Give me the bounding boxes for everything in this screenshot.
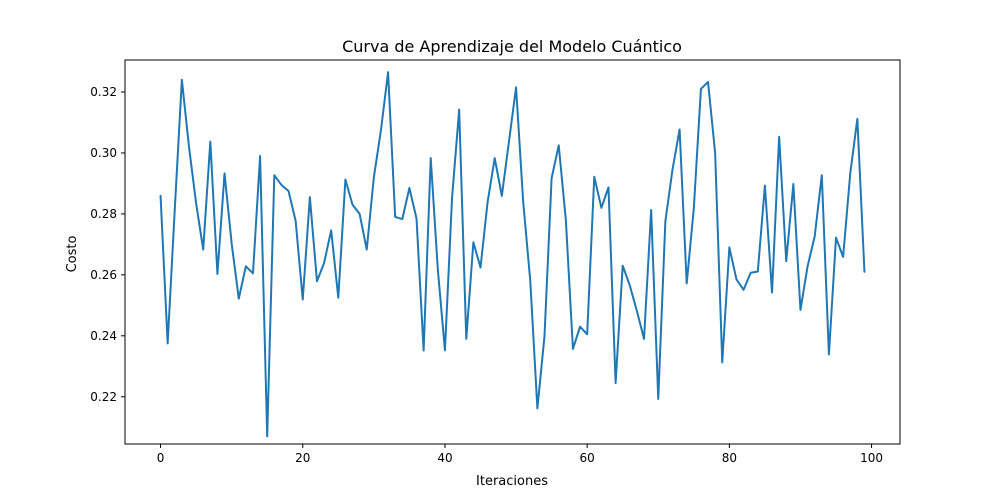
x-tick-label: 40	[437, 451, 452, 465]
series-line	[159, 71, 866, 438]
y-tick-label: 0.26	[90, 268, 117, 282]
y-tick-label: 0.22	[90, 390, 117, 404]
x-axis: 0 20 40 60 80 100	[157, 444, 883, 465]
y-tick-label: 0.30	[90, 146, 117, 160]
x-tick-label: 60	[580, 451, 595, 465]
chart-title: Curva de Aprendizaje del Modelo Cuántico	[342, 37, 682, 56]
plot-area	[124, 59, 901, 445]
y-axis: 0.22 0.24 0.26 0.28 0.30 0.32	[90, 85, 125, 404]
x-axis-label: Iteraciones	[476, 474, 548, 489]
axes-frame	[124, 59, 901, 445]
x-tick-label: 100	[860, 451, 883, 465]
y-axis-label: Costo	[65, 236, 80, 273]
y-tick-label: 0.32	[90, 85, 117, 99]
x-tick-label: 20	[295, 451, 310, 465]
y-tick-label: 0.24	[90, 329, 117, 343]
x-tick-label: 0	[157, 451, 165, 465]
y-tick-label: 0.28	[90, 207, 117, 221]
x-tick-label: 80	[722, 451, 737, 465]
